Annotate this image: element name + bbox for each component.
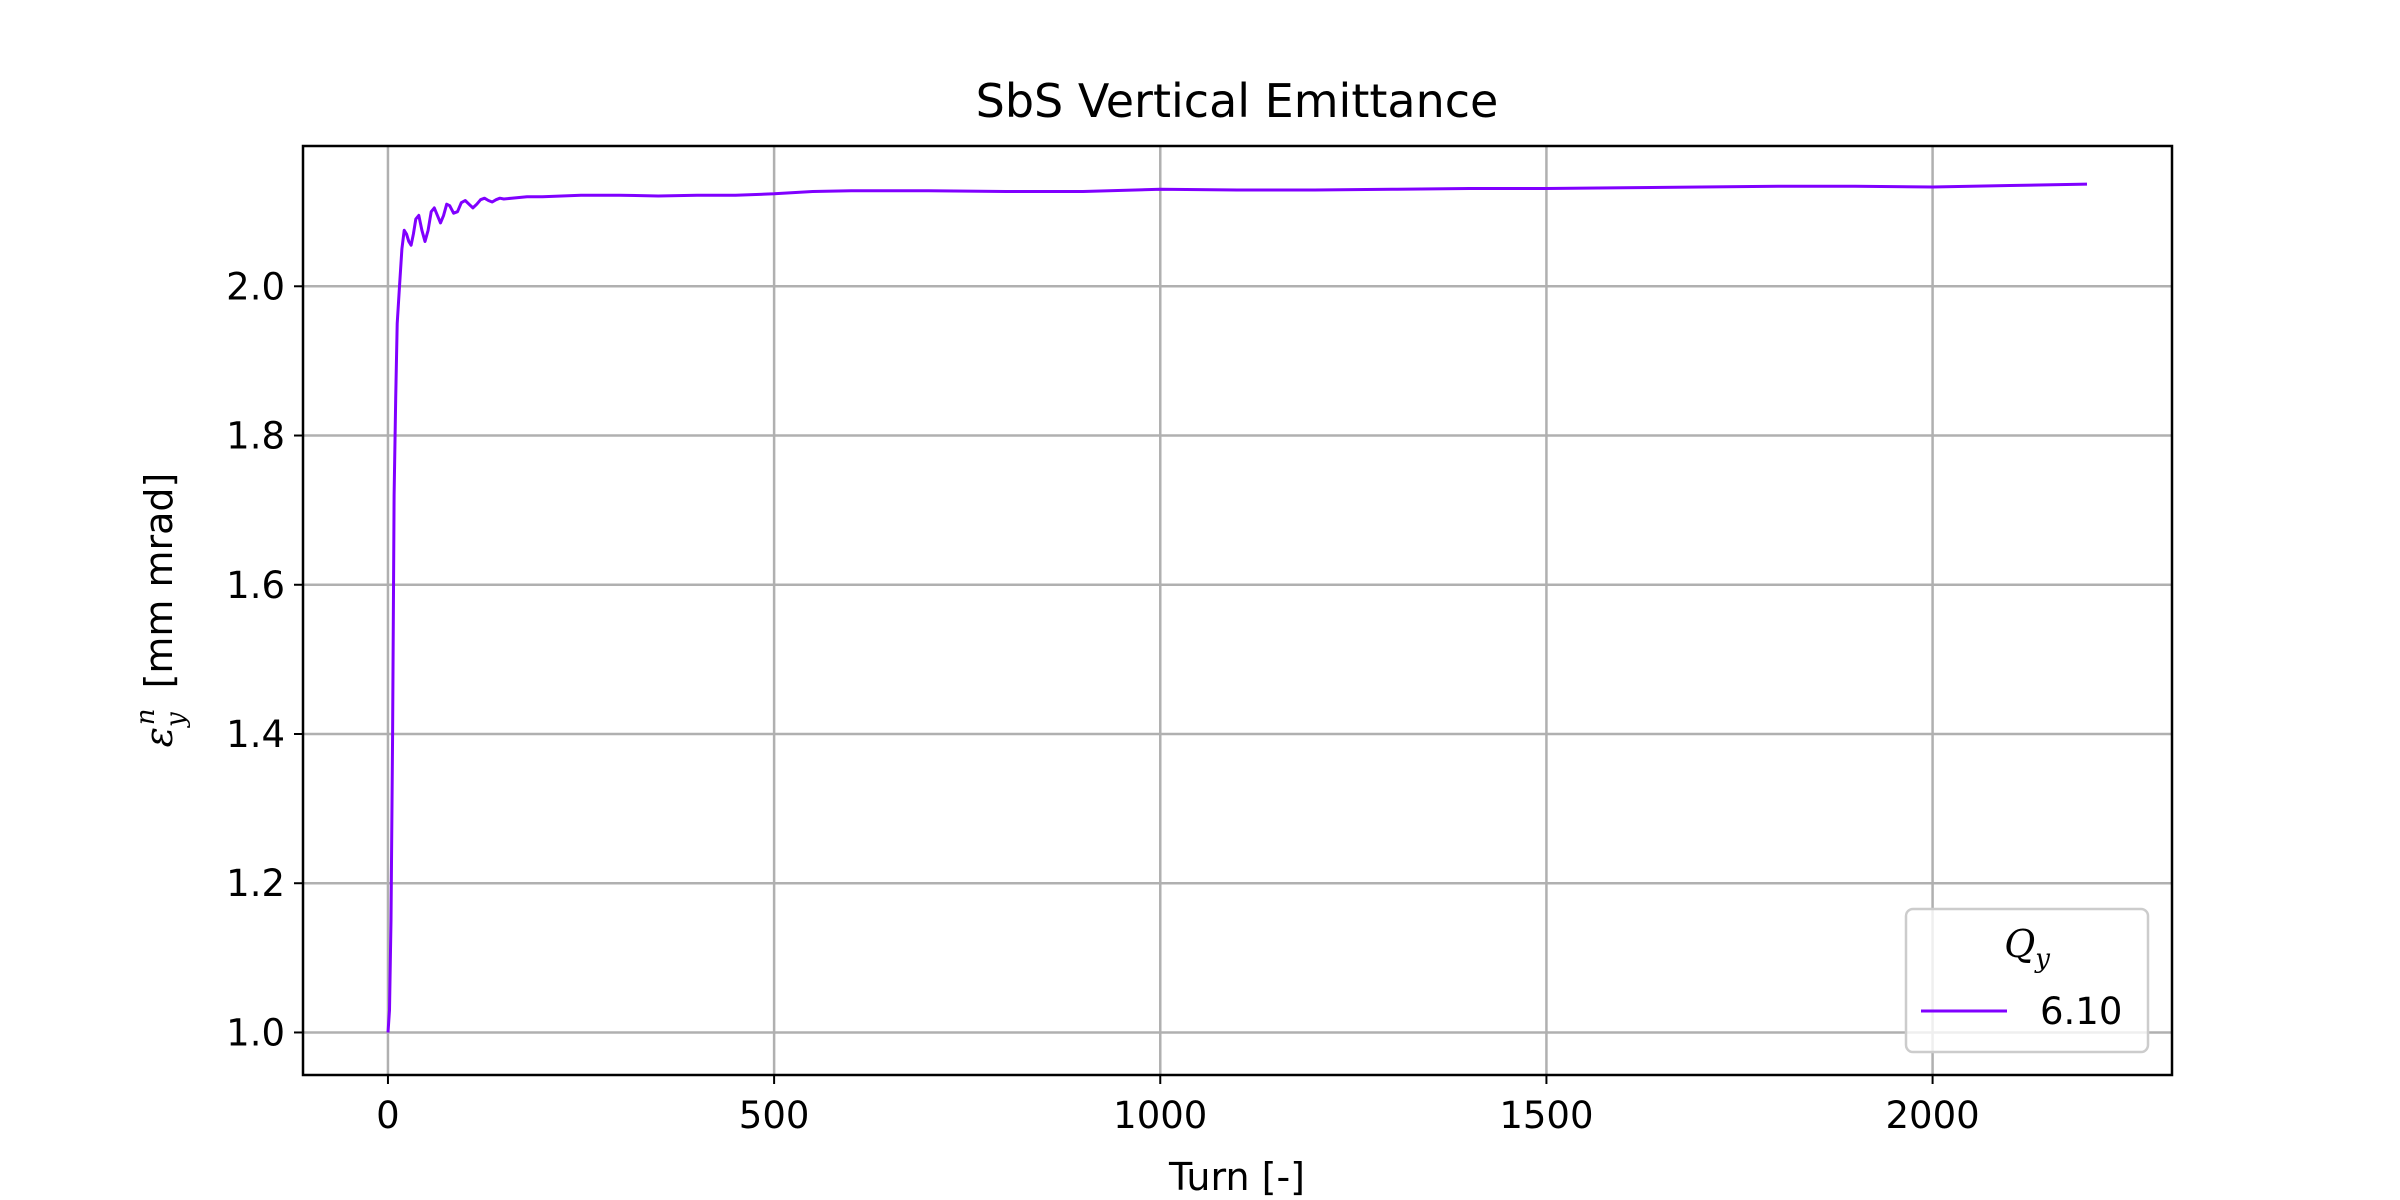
y-tick-label: 1.2 <box>226 862 285 905</box>
x-tick-label: 1000 <box>1113 1094 1207 1137</box>
series-line <box>386 182 2088 1033</box>
legend-entry-label: 6.10 <box>2040 990 2122 1033</box>
x-tick-label: 500 <box>739 1094 810 1137</box>
grid-lines <box>303 146 2172 1075</box>
x-tick-label: 0 <box>376 1094 400 1137</box>
axis-ticks: 0 500 1000 1500 2000 1.0 1.2 1.4 1.6 1.8 2.0 <box>226 265 1980 1137</box>
series-layer <box>386 182 2088 1033</box>
y-tick-label: 1.0 <box>226 1011 285 1054</box>
y-axis-label: εyn [mm mrad] <box>131 473 191 748</box>
chart-title: SbS Vertical Emittance <box>976 74 1499 128</box>
y-tick-label: 1.4 <box>226 713 285 756</box>
legend: Qy 6.10 <box>1904 907 2150 1054</box>
y-tick-label: 2.0 <box>226 265 285 308</box>
legend-title: Qy <box>2004 922 2050 974</box>
y-tick-label: 1.6 <box>226 564 285 607</box>
x-tick-label: 1500 <box>1499 1094 1593 1137</box>
y-tick-label: 1.8 <box>226 415 285 458</box>
legend-box <box>1904 907 2150 1054</box>
x-axis-label: Turn [-] <box>1168 1155 1305 1199</box>
plot-frame <box>301 144 2174 1077</box>
x-tick-label: 2000 <box>1885 1094 1979 1137</box>
